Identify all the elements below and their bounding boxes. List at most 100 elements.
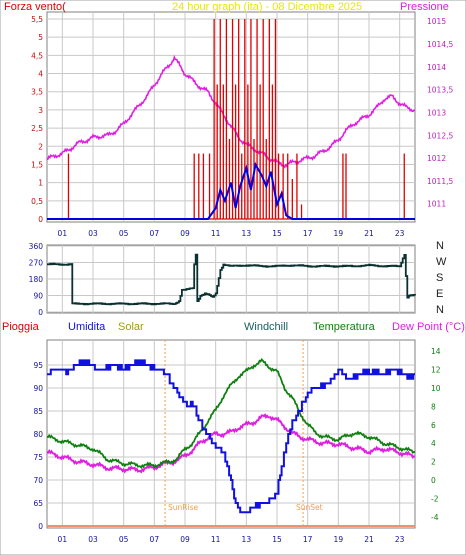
pressure-tick-label: 1012 <box>427 154 446 163</box>
wind-tick-label: 3,5 <box>31 88 43 97</box>
compass-label: S <box>436 272 443 284</box>
temperature-tick-label: 12 <box>431 366 441 375</box>
humidity-tick-label: 75 <box>33 453 43 462</box>
x-tick-label: 07 <box>150 229 160 238</box>
x-tick-label: 15 <box>272 229 282 238</box>
humidity-temperature-panel: 01 03 05 07 09 11 13 15 17 19 21 23065707580859095-… <box>2 321 465 544</box>
direction-degree-label: 90 <box>33 292 43 301</box>
x-tick-label: 19 <box>334 535 344 544</box>
wind-tick-label: 1 <box>38 179 43 188</box>
legend-pioggia: Pioggia <box>2 321 40 333</box>
temperature-tick-label: 8 <box>431 402 436 411</box>
x-tick-label: 09 <box>180 229 190 238</box>
x-tick-label: 13 <box>242 535 252 544</box>
chart-title: 24 hour graph (ita) - 08 Dicembre 2025 <box>172 1 362 13</box>
compass-label: E <box>436 288 443 300</box>
humidity-tick-label: 90 <box>33 384 43 393</box>
humidity-tick-label: 95 <box>33 361 43 370</box>
wind-tick-label: 0 <box>38 215 43 224</box>
x-tick-label: 23 <box>395 229 405 238</box>
temperature-tick-label: 6 <box>431 421 436 430</box>
compass-label: W <box>436 256 447 268</box>
x-tick-label: 07 <box>150 535 160 544</box>
direction-degree-label: 0 <box>38 308 43 317</box>
wind-tick-label: 2,5 <box>31 124 43 133</box>
x-tick-label: 11 <box>211 229 221 238</box>
wind-tick-label: 4 <box>38 70 43 79</box>
x-tick-label: 09 <box>180 535 190 544</box>
x-tick-label: 05 <box>119 535 129 544</box>
x-tick-label: 13 <box>242 229 252 238</box>
wind-average-line <box>47 161 415 220</box>
x-tick-label: 19 <box>334 229 344 238</box>
pressure-tick-label: 1012,5 <box>427 131 453 140</box>
wind-direction-line <box>47 253 416 306</box>
temperature-tick-label: 10 <box>431 384 441 393</box>
compass-label: N <box>436 240 444 252</box>
x-tick-label: 11 <box>211 535 221 544</box>
temperature-tick-label: 0 <box>431 476 436 485</box>
wind-pressure-tick-labels: 01 03 05 07 09 11 13 15 17 19 21 23 0 0,5 1 1,5 2 2,5 3 3,5… <box>31 15 453 238</box>
pressure-tick-label: 1011 <box>427 200 446 209</box>
humidity-tick-label: 65 <box>33 499 43 508</box>
x-tick-label: 01 <box>58 229 68 238</box>
wind-tick-label: 4,5 <box>31 51 43 60</box>
x-tick-label: 15 <box>272 535 282 544</box>
humidity-tick-label: 85 <box>33 407 43 416</box>
temperature-tick-label: -4 <box>431 513 439 522</box>
temperature-tick-label: 4 <box>431 439 436 448</box>
direction-degree-label: 180 <box>29 275 44 284</box>
pressure-series-line <box>46 54 416 169</box>
sunrise-label: SunRise <box>168 503 198 512</box>
wind-tick-label: 2 <box>38 142 43 151</box>
legend-solar: Solar <box>118 321 144 333</box>
x-tick-label: 03 <box>88 535 98 544</box>
temperature-tick-label: 2 <box>431 458 436 467</box>
wind-pressure-panel: 01 03 05 07 09 11 13 15 17 19 21 23 0 0,5 1 1,5 2 2,5 3 3,5… <box>4 1 453 238</box>
pressure-line <box>46 54 416 169</box>
x-tick-label: 23 <box>395 535 405 544</box>
sunset-label: SunSet <box>296 503 323 512</box>
x-tick-label: 05 <box>119 229 129 238</box>
x-tick-label: 03 <box>88 229 98 238</box>
direction-degree-label: 360 <box>29 242 44 251</box>
x-tick-label: 21 <box>364 535 374 544</box>
pressure-tick-label: 1013 <box>427 108 446 117</box>
pressure-tick-label: 1011,5 <box>427 177 453 186</box>
wind-tick-label: 0,5 <box>31 197 43 206</box>
wind-direction-series-line <box>47 253 416 306</box>
wind-tick-label: 1,5 <box>31 160 43 169</box>
wind-tick-label: 5,5 <box>31 15 43 24</box>
wind-average-series-line <box>47 161 415 220</box>
legend-umidita: Umidita <box>68 321 106 333</box>
humidity-series-line <box>47 359 415 514</box>
dewpoint-series-line <box>46 413 416 474</box>
humidity-tick-label: 70 <box>33 476 43 485</box>
temperature-tick-label: -2 <box>431 494 439 503</box>
compass-label: N <box>436 304 444 316</box>
temperature-tick-label: 14 <box>431 347 441 356</box>
direction-degree-label: 270 <box>29 259 44 268</box>
legend-windchill: Windchill <box>244 321 288 333</box>
pressure-tick-label: 1014 <box>427 63 446 72</box>
humidity-temperature-tick-labels: 01 03 05 07 09 11 13 15 17 19 21 23065707580859095-… <box>33 347 440 544</box>
pressure-axis-label: Pressione <box>400 1 449 13</box>
wind-pressure-plot-area <box>46 11 416 223</box>
wind-axis-label: Forza vento( <box>4 1 66 13</box>
wind-direction-grid <box>47 245 415 313</box>
humidity-tick-label: 80 <box>33 430 43 439</box>
pressure-tick-label: 1014,5 <box>427 40 453 49</box>
x-tick-label: 17 <box>303 535 313 544</box>
legend-dewpoint: Dew Point (°C) <box>392 321 465 333</box>
x-tick-label: 21 <box>364 229 374 238</box>
pressure-tick-label: 1013,5 <box>427 86 453 95</box>
wind-tick-label: 3 <box>38 106 43 115</box>
pressure-tick-label: 1015 <box>427 17 446 26</box>
humidity-temperature-series <box>46 358 416 527</box>
temperature-series-line <box>46 358 416 469</box>
x-tick-label: 01 <box>58 535 68 544</box>
humidity-tick-label: 0 <box>38 522 43 531</box>
